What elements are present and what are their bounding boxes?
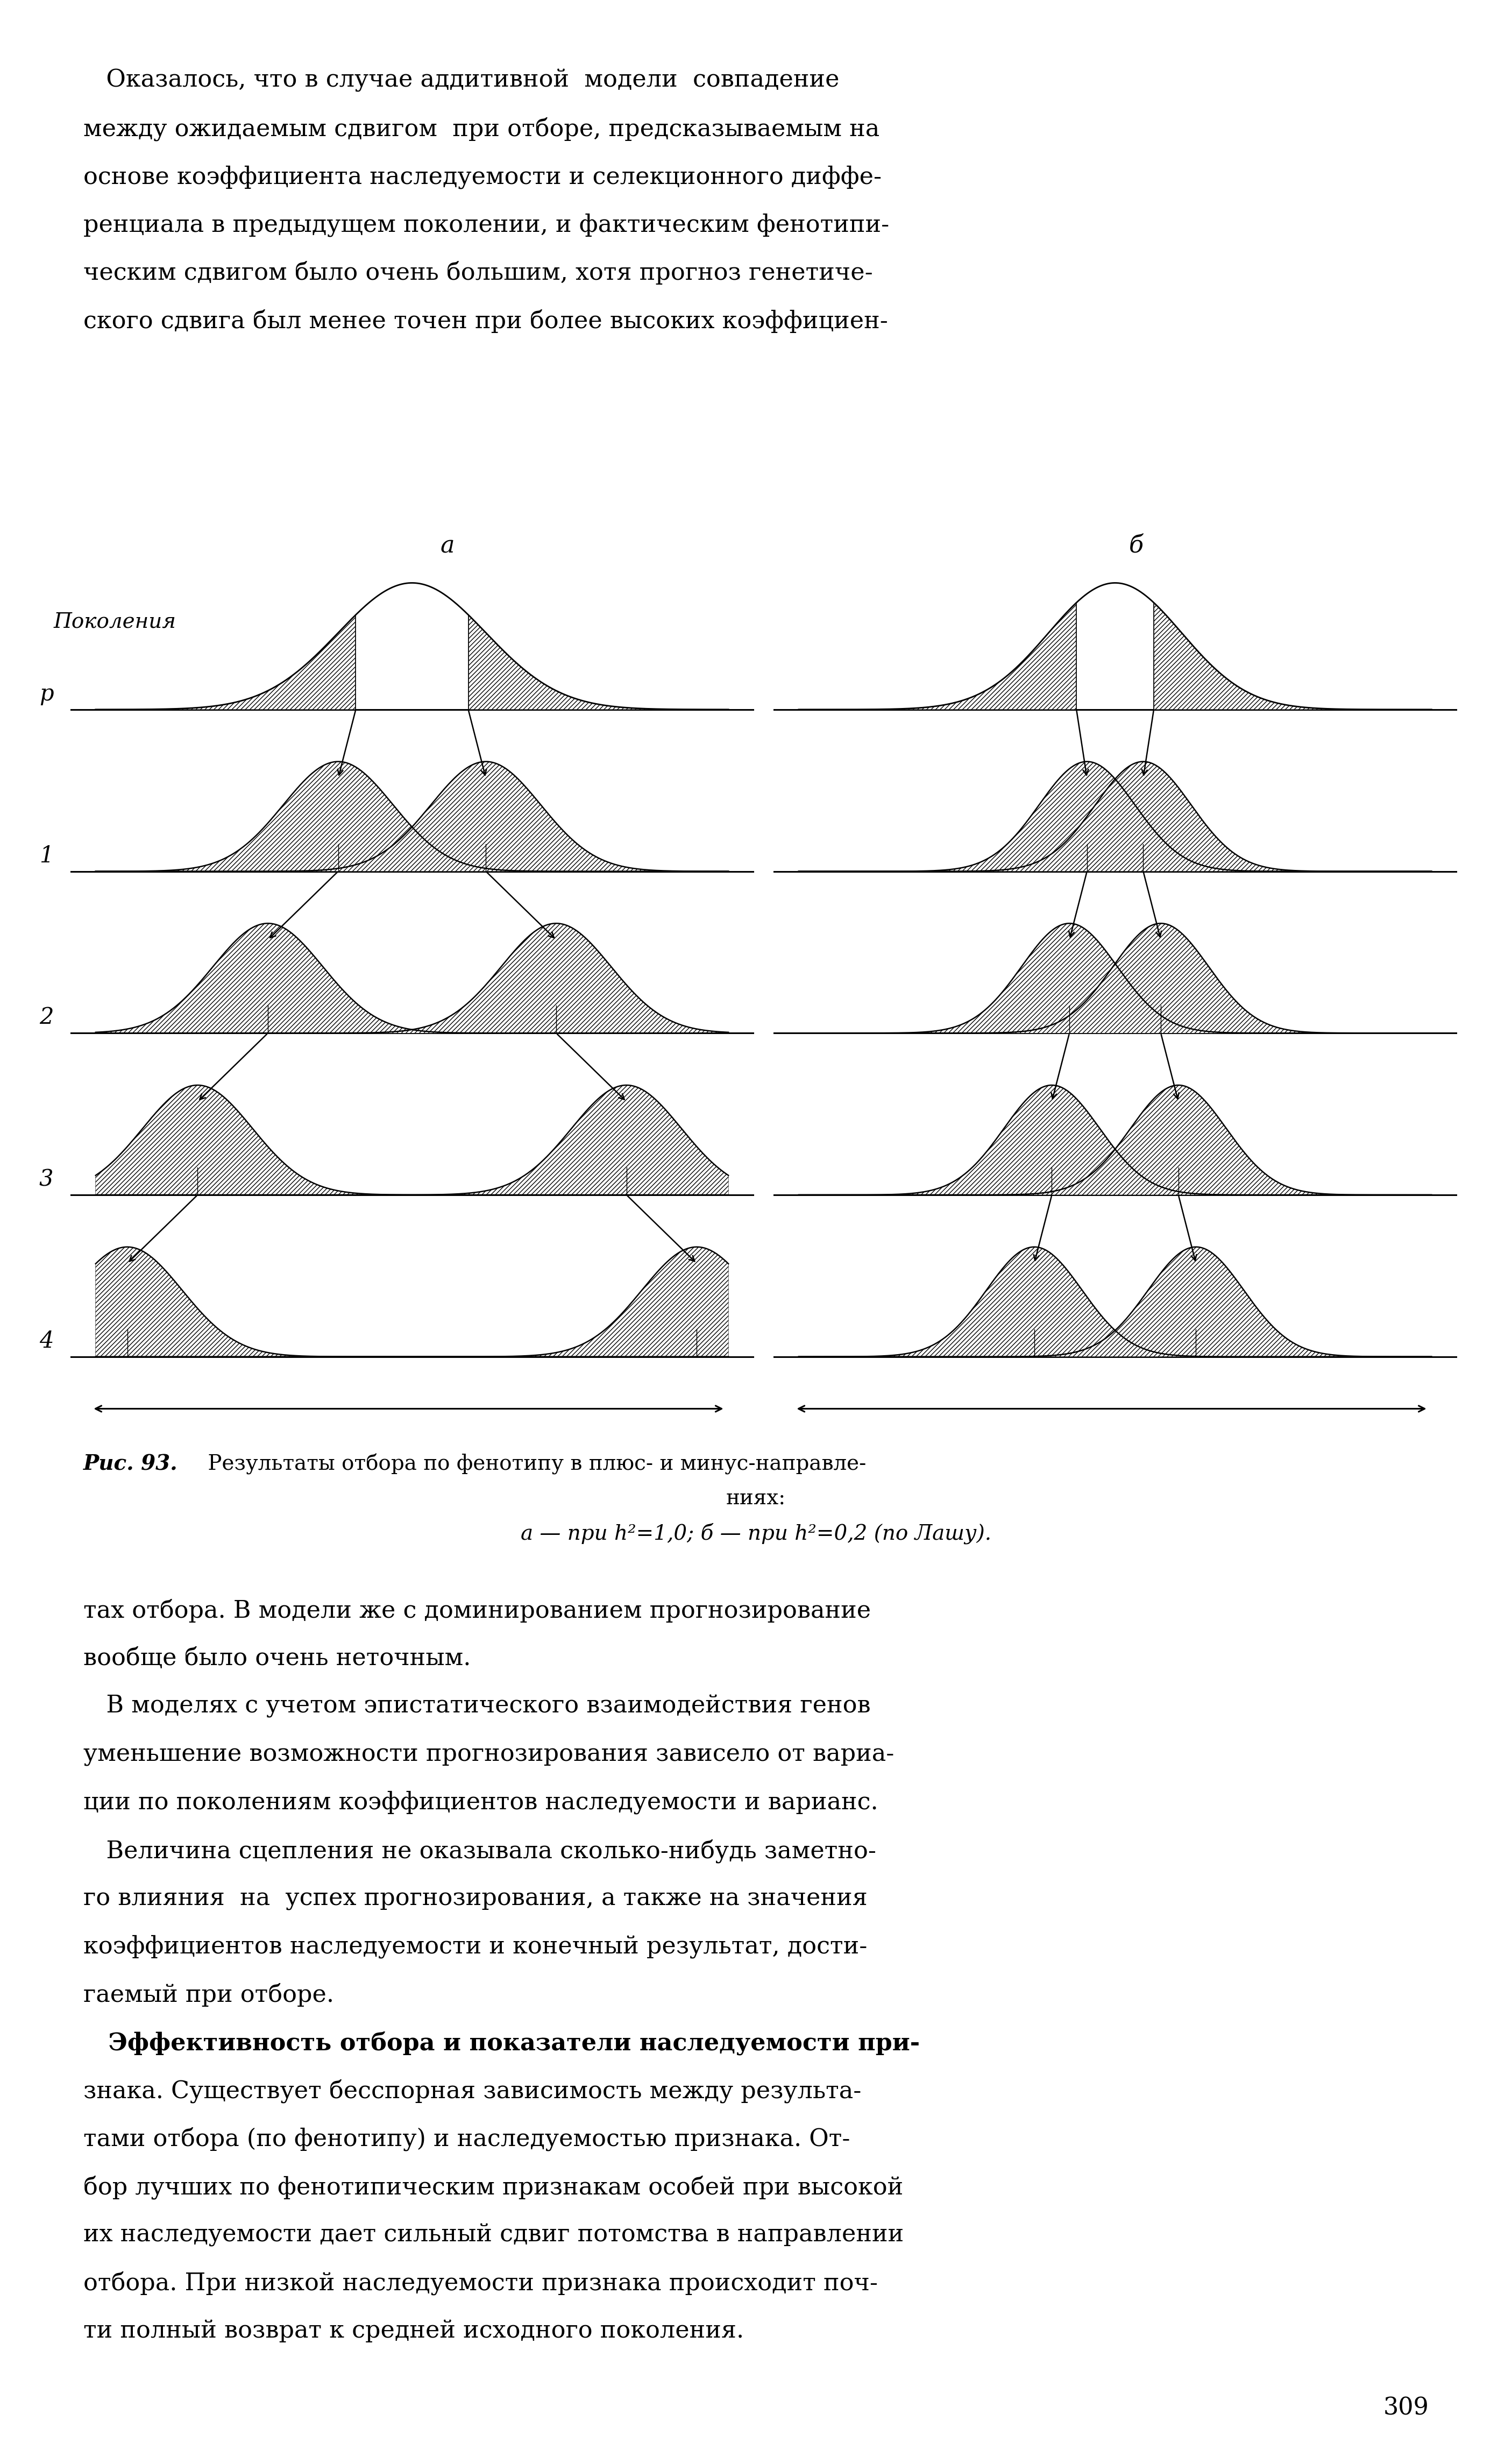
Text: вообще было очень неточным.: вообще было очень неточным.: [83, 1646, 470, 1671]
Text: р: р: [39, 683, 53, 705]
Text: В моделях с учетом эпистатического взаимодействия генов: В моделях с учетом эпистатического взаим…: [83, 1695, 871, 1717]
Text: тах отбора. В модели же с доминированием прогнозирование: тах отбора. В модели же с доминированием…: [83, 1599, 871, 1621]
Text: 2: 2: [39, 1005, 53, 1030]
Text: а — при h²=1,0; б — при h²=0,2 (по Лашу).: а — при h²=1,0; б — при h²=0,2 (по Лашу)…: [520, 1523, 992, 1545]
Text: Поколения: Поколения: [53, 611, 175, 633]
Text: гаемый при отборе.: гаемый при отборе.: [83, 1984, 334, 2006]
Text: Результаты отбора по фенотипу в плюс- и минус-направле-: Результаты отбора по фенотипу в плюс- и …: [201, 1454, 866, 1476]
Text: Оказалось, что в случае аддитивной  модели  совпадение: Оказалось, что в случае аддитивной модел…: [83, 69, 839, 91]
Text: ческим сдвигом было очень большим, хотя прогноз генетиче-: ческим сдвигом было очень большим, хотя …: [83, 261, 872, 286]
Text: ции по поколениям коэффициентов наследуемости и варианс.: ции по поколениям коэффициентов наследуе…: [83, 1791, 878, 1814]
Text: го влияния  на  успех прогнозирования, а также на значения: го влияния на успех прогнозирования, а т…: [83, 1887, 868, 1910]
Text: Рис. 93.: Рис. 93.: [83, 1454, 177, 1473]
Text: ниях:: ниях:: [726, 1488, 786, 1508]
Text: тами отбора (по фенотипу) и наследуемостью признака. От-: тами отбора (по фенотипу) и наследуемост…: [83, 2126, 850, 2151]
Text: ского сдвига был менее точен при более высоких коэффициен-: ского сдвига был менее точен при более в…: [83, 310, 888, 333]
Text: а: а: [440, 535, 454, 557]
Text: 1: 1: [39, 845, 53, 867]
Text: бор лучших по фенотипическим признакам особей при высокой: бор лучших по фенотипическим признакам о…: [83, 2176, 903, 2200]
Text: их наследуемости дает сильный сдвиг потомства в направлении: их наследуемости дает сильный сдвиг пото…: [83, 2223, 904, 2247]
Text: знака. Существует бесспорная зависимость между результа-: знака. Существует бесспорная зависимость…: [83, 2080, 862, 2104]
Text: Эффективность отбора и показатели наследуемости при-: Эффективность отбора и показатели наслед…: [83, 2030, 919, 2055]
Text: уменьшение возможности прогнозирования зависело от вариа-: уменьшение возможности прогнозирования з…: [83, 1742, 894, 1767]
Text: основе коэффициента наследуемости и селекционного диффе-: основе коэффициента наследуемости и селе…: [83, 165, 881, 190]
Text: Величина сцепления не оказывала сколько-нибудь заметно-: Величина сцепления не оказывала сколько-…: [83, 1838, 875, 1863]
Text: отбора. При низкой наследуемости признака происходит поч-: отбора. При низкой наследуемости признак…: [83, 2272, 877, 2296]
Text: между ожидаемым сдвигом  при отборе, предсказываемым на: между ожидаемым сдвигом при отборе, пред…: [83, 116, 880, 140]
Text: 4: 4: [39, 1331, 53, 1353]
Text: коэффициентов наследуемости и конечный результат, дости-: коэффициентов наследуемости и конечный р…: [83, 1934, 866, 1959]
Text: 3: 3: [39, 1168, 53, 1190]
Text: ти полный возврат к средней исходного поколения.: ти полный возврат к средней исходного по…: [83, 2319, 744, 2343]
Text: 309: 309: [1383, 2397, 1429, 2420]
Text: б: б: [1129, 535, 1143, 557]
Text: ренциала в предыдущем поколении, и фактическим фенотипи-: ренциала в предыдущем поколении, и факти…: [83, 214, 889, 237]
